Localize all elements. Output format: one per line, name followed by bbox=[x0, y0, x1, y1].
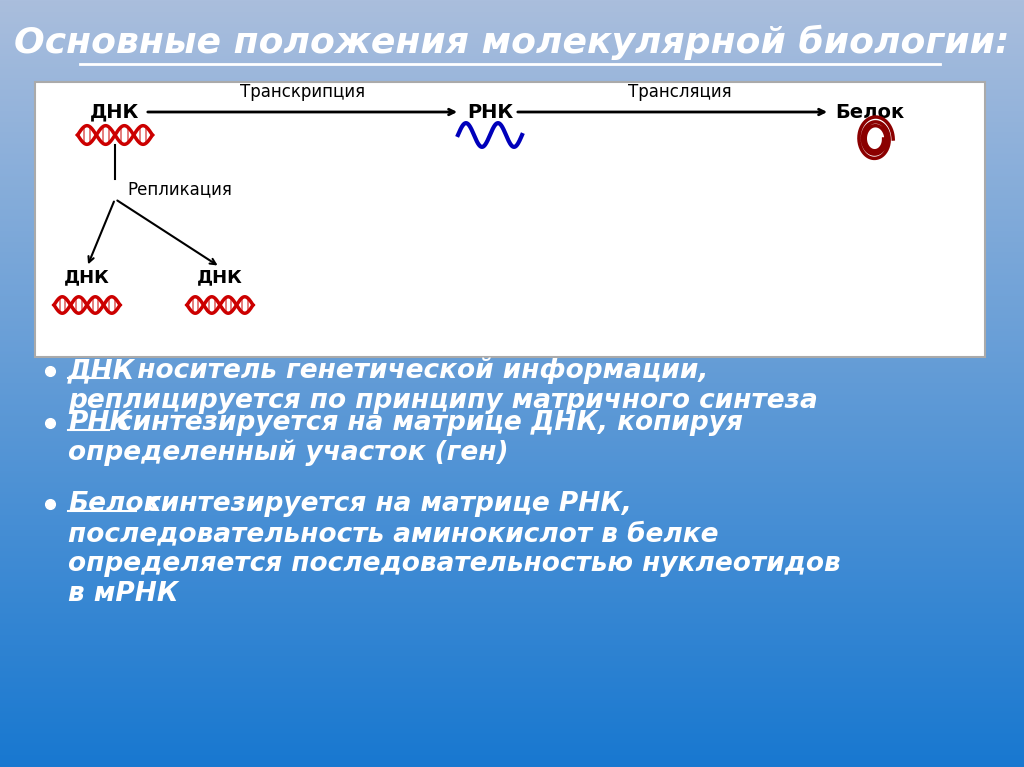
Text: синтезируется на матрице ДНК, копируя: синтезируется на матрице ДНК, копируя bbox=[109, 410, 743, 436]
Text: Основные положения молекулярной биологии:: Основные положения молекулярной биологии… bbox=[14, 25, 1010, 60]
Text: Транскрипция: Транскрипция bbox=[240, 83, 366, 101]
Text: последовательность аминокислот в белке: последовательность аминокислот в белке bbox=[68, 521, 719, 547]
Text: реплицируется по принципу матричного синтеза: реплицируется по принципу матричного син… bbox=[68, 388, 818, 414]
Text: Белок: Белок bbox=[836, 103, 904, 121]
Text: синтезируется на матрице РНК,: синтезируется на матрице РНК, bbox=[135, 491, 632, 517]
Text: в мРНК: в мРНК bbox=[68, 581, 178, 607]
Text: ДНК: ДНК bbox=[68, 358, 135, 384]
Text: Трансляция: Трансляция bbox=[628, 83, 732, 101]
Text: ДНК: ДНК bbox=[90, 103, 139, 121]
Text: определяется последовательностью нуклеотидов: определяется последовательностью нуклеот… bbox=[68, 551, 841, 577]
Text: РНК: РНК bbox=[467, 103, 513, 121]
Text: Белок: Белок bbox=[68, 491, 162, 517]
Text: РНК: РНК bbox=[68, 410, 131, 436]
FancyBboxPatch shape bbox=[35, 82, 985, 357]
Text: - носитель генетической информации,: - носитель генетической информации, bbox=[109, 357, 709, 384]
Text: ДНК: ДНК bbox=[198, 268, 243, 286]
Text: ДНК: ДНК bbox=[65, 268, 110, 286]
Text: определенный участок (ген): определенный участок (ген) bbox=[68, 439, 509, 466]
Text: Репликация: Репликация bbox=[127, 180, 231, 198]
